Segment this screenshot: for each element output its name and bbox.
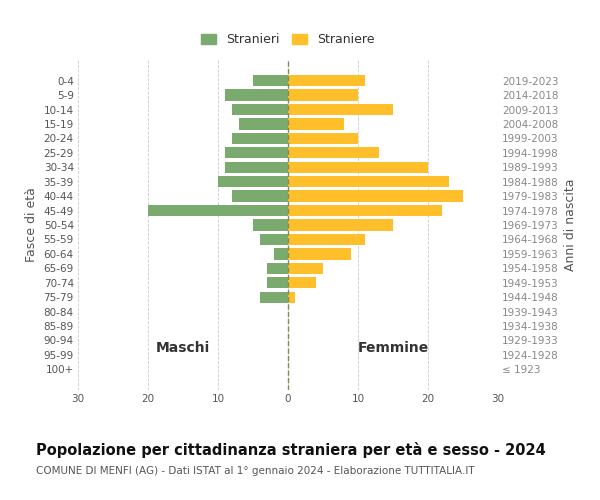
Bar	[225, 90, 288, 101]
Bar	[218, 176, 288, 188]
Bar	[288, 132, 358, 144]
Bar	[274, 248, 288, 260]
Text: Femmine: Femmine	[358, 340, 428, 354]
Bar	[288, 90, 358, 101]
Bar	[267, 277, 288, 288]
Bar	[288, 118, 344, 130]
Text: Maschi: Maschi	[156, 340, 210, 354]
Bar	[288, 277, 316, 288]
Bar	[225, 162, 288, 173]
Bar	[288, 220, 393, 230]
Bar	[225, 147, 288, 158]
Bar	[288, 190, 463, 202]
Bar	[288, 75, 365, 86]
Bar	[232, 132, 288, 144]
Bar	[288, 262, 323, 274]
Bar	[260, 292, 288, 303]
Bar	[253, 220, 288, 230]
Legend: Stranieri, Straniere: Stranieri, Straniere	[201, 33, 375, 46]
Bar	[239, 118, 288, 130]
Bar	[253, 75, 288, 86]
Y-axis label: Fasce di età: Fasce di età	[25, 188, 38, 262]
Y-axis label: Anni di nascita: Anni di nascita	[565, 179, 577, 271]
Bar	[288, 205, 442, 216]
Text: Popolazione per cittadinanza straniera per età e sesso - 2024: Popolazione per cittadinanza straniera p…	[36, 442, 546, 458]
Bar	[288, 176, 449, 188]
Bar	[232, 104, 288, 115]
Bar	[148, 205, 288, 216]
Text: COMUNE DI MENFI (AG) - Dati ISTAT al 1° gennaio 2024 - Elaborazione TUTTITALIA.I: COMUNE DI MENFI (AG) - Dati ISTAT al 1° …	[36, 466, 475, 476]
Bar	[288, 234, 365, 245]
Bar	[267, 262, 288, 274]
Bar	[288, 104, 393, 115]
Bar	[288, 248, 351, 260]
Bar	[288, 147, 379, 158]
Bar	[288, 292, 295, 303]
Bar	[232, 190, 288, 202]
Bar	[288, 162, 428, 173]
Bar	[260, 234, 288, 245]
